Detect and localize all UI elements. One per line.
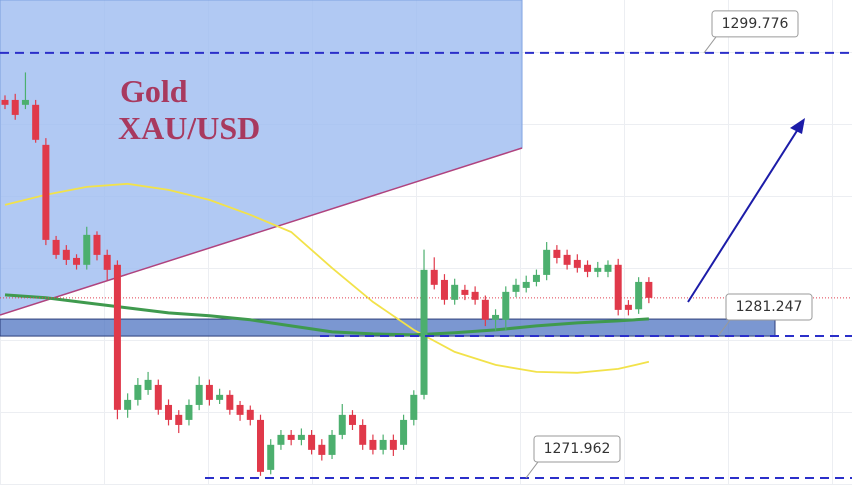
candle-body [195,384,203,405]
candle-body [144,379,152,390]
candle-body [512,284,520,292]
candle-body [73,257,81,265]
candle-body [389,439,397,450]
level-label-box [711,10,799,38]
candle-body [635,281,643,310]
candle-body [113,264,121,410]
candle-body [62,249,70,260]
candle-body [205,384,213,400]
candle-body [185,404,193,420]
candle-body [563,254,571,265]
label-callout [717,319,731,337]
candle-body [1,99,9,105]
candle-body [236,404,244,415]
level-label-box [725,293,813,321]
candle-body [594,267,602,272]
candle-body [267,444,275,470]
candle-body [338,414,346,435]
chart-subtitle: XAU/USD [118,110,260,146]
candle-body [348,414,356,425]
candle-body [584,264,592,272]
candle-body [359,424,367,445]
candle-body [277,434,285,445]
label-callout [525,461,539,479]
candle-body [573,259,581,268]
candle-body [543,249,551,275]
candle-body [461,289,469,295]
candle-body [124,399,132,410]
candle-body [471,291,479,300]
candle-body [32,104,40,140]
candle-body [21,99,29,105]
level-label: 1271.962 [544,441,611,457]
candle-body [430,269,438,285]
moving-average [4,182,650,374]
candle-body [440,279,448,300]
candle-body [165,404,173,420]
candle-body [328,434,336,455]
candle-body [410,394,418,420]
candle-body [226,394,234,410]
candle-body [318,444,326,455]
candle-body [134,384,142,400]
forecast-arrow [687,125,801,303]
level-label: 1299.776 [722,16,789,32]
chart-title: Gold [120,73,188,109]
candle-body [502,291,510,320]
candle-body [52,239,60,255]
arrow-head [790,118,805,134]
candle-body [400,419,408,445]
label-callout [703,36,717,54]
candle-body [379,439,387,450]
candle-body [492,314,500,320]
candle-body [175,414,183,425]
candle-body [451,284,459,300]
candle-body [297,434,305,440]
candle-body [645,281,653,298]
trend-line [0,147,523,316]
candle-body [257,419,264,472]
level-label-box [533,435,621,463]
candle-body [420,269,428,395]
candle-body [287,434,295,440]
candle-body [246,409,254,420]
candle-body [522,281,530,288]
candle-body [154,384,162,410]
candle-body [481,299,489,320]
candle-body [11,99,19,115]
candle-body [308,434,316,450]
candle-body [624,304,632,310]
level-label: 1281.247 [736,299,803,315]
candle-body [532,274,540,282]
pattern-zone [0,0,523,316]
candle-body [553,249,561,258]
candle-body [604,264,612,272]
candle-body [83,234,91,265]
candle-body [614,264,622,310]
candle-body [42,144,50,240]
candle-body [216,394,224,400]
candle-body [103,254,111,270]
candle-body [93,234,101,255]
candle-body [369,439,377,450]
